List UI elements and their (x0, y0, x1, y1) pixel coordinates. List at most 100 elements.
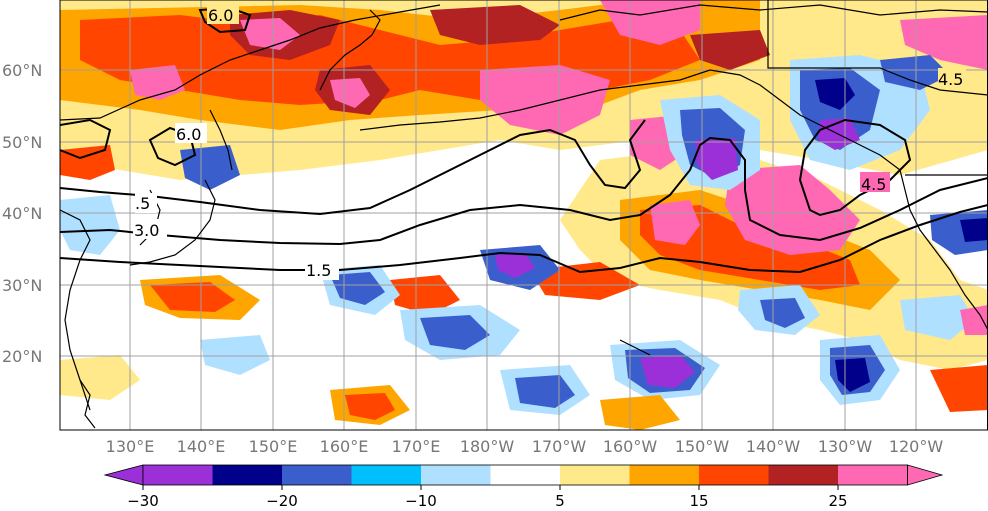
lon-label: 130°W (818, 437, 873, 456)
aleutian-chain (359, 99, 561, 131)
lat-label: 20°N (2, 347, 42, 366)
lon-label: 170°E (392, 437, 441, 456)
graticule (60, 0, 988, 430)
map-panel: 6.0 6.0 4.5 4.5 3.0 1.5 .5 (60, 0, 988, 430)
colorbar-segment (490, 465, 560, 485)
lat-label: 50°N (2, 133, 42, 152)
hawaii (619, 339, 651, 356)
contour-labels: 6.0 6.0 4.5 4.5 3.0 1.5 .5 (133, 4, 966, 280)
anomaly-field (60, 0, 988, 430)
contour-label: .5 (135, 194, 150, 213)
asia-coastline (60, 4, 441, 121)
coastlines (60, 0, 988, 429)
china-coastline (60, 209, 91, 411)
canada-border (767, 0, 988, 96)
latitude-labels: 60°N 50°N 40°N 30°N 20°N (2, 61, 42, 366)
anomaly-region (900, 15, 988, 70)
contour-label: 6.0 (208, 6, 233, 25)
anomaly-region (200, 335, 270, 375)
colorbar-tick-label: 15 (689, 492, 708, 510)
lon-label: 150°E (249, 437, 298, 456)
longitude-labels: 130°E 140°E 150°E 160°E 170°E 180°W 170°… (106, 437, 944, 456)
colorbar-tick-label: −30 (127, 492, 159, 510)
contour-label: 4.5 (938, 70, 963, 89)
label-bg (860, 172, 890, 192)
colorbar-segment (421, 465, 491, 485)
anomaly-region (650, 200, 700, 245)
lon-label: 140°E (177, 437, 226, 456)
anomaly-region (60, 195, 120, 255)
colorbar-extend-left (103, 464, 144, 486)
colorbar-segment (699, 465, 769, 485)
colorbar-segment (629, 465, 699, 485)
lon-label: 170°W (532, 437, 587, 456)
contour-line (148, 126, 197, 167)
colorbar-ticks (142, 485, 839, 490)
label-bg (133, 219, 167, 239)
anomaly-region (600, 395, 680, 430)
contour-line (60, 204, 988, 274)
colorbar-extend-right (907, 464, 944, 486)
japan-coastline (129, 179, 216, 266)
anomaly-region (515, 375, 575, 408)
colorbar-tick-label: 25 (828, 492, 847, 510)
colorbar-segment (560, 465, 630, 485)
anomaly-region (835, 358, 870, 392)
lon-label: 180°W (460, 437, 515, 456)
anomaly-region (880, 55, 950, 90)
anomaly-region (600, 0, 700, 45)
anomaly-region (930, 365, 988, 412)
lat-label: 60°N (2, 61, 42, 80)
colorbar-tick-label: −10 (405, 492, 437, 510)
philippines-coastline (79, 379, 96, 429)
label-bg (207, 4, 239, 24)
colorbar-segment (768, 465, 838, 485)
anomaly-region (640, 355, 695, 388)
anomaly-region (345, 393, 395, 420)
kamchatka-coastline (319, 9, 381, 91)
lon-label: 150°W (675, 437, 730, 456)
colorbar-segment (838, 465, 908, 485)
contour-label: 4.5 (861, 175, 886, 194)
anomaly-region (150, 282, 235, 312)
label-bg (305, 260, 339, 280)
contour-line (60, 136, 988, 246)
contour-label: 6.0 (176, 125, 201, 144)
anomaly-region (495, 253, 535, 278)
lon-label: 140°W (746, 437, 801, 456)
colorbar-tick-label: −20 (266, 492, 298, 510)
anomaly-region (690, 30, 770, 70)
lon-label: 160°E (320, 437, 369, 456)
contour-label: 3.0 (134, 221, 159, 240)
label-bg (938, 68, 966, 88)
colorbar-segment (212, 465, 282, 485)
lon-label: 130°E (106, 437, 155, 456)
anomaly-region (330, 78, 370, 108)
lat-label: 30°N (2, 276, 42, 295)
colorbar-segment (143, 465, 213, 485)
label-bg (175, 123, 207, 143)
sakhalin-coastline (209, 109, 233, 171)
contour-line (60, 119, 646, 216)
label-bg (135, 193, 157, 213)
colorbar-segment (282, 465, 352, 485)
colorbar: −30 −20 −10 5 15 25 (103, 464, 944, 510)
anomaly-region (420, 315, 490, 350)
anomaly-region (480, 65, 610, 135)
anomaly-region (180, 145, 240, 190)
anomaly-region (60, 355, 140, 400)
lon-label: 120°W (889, 437, 944, 456)
contour-label: 1.5 (306, 261, 331, 280)
arctic-coastline (559, 4, 988, 21)
lat-label: 40°N (2, 204, 42, 223)
colorbar-frame (142, 464, 908, 486)
anomaly-region (900, 295, 975, 340)
lon-label: 160°W (603, 437, 658, 456)
colorbar-tick-label: 5 (555, 492, 565, 510)
anomaly-region (60, 145, 115, 180)
anomaly-region (695, 138, 738, 180)
contour-line (798, 118, 912, 217)
anomaly-region (430, 5, 560, 45)
anomaly-region (760, 298, 805, 328)
